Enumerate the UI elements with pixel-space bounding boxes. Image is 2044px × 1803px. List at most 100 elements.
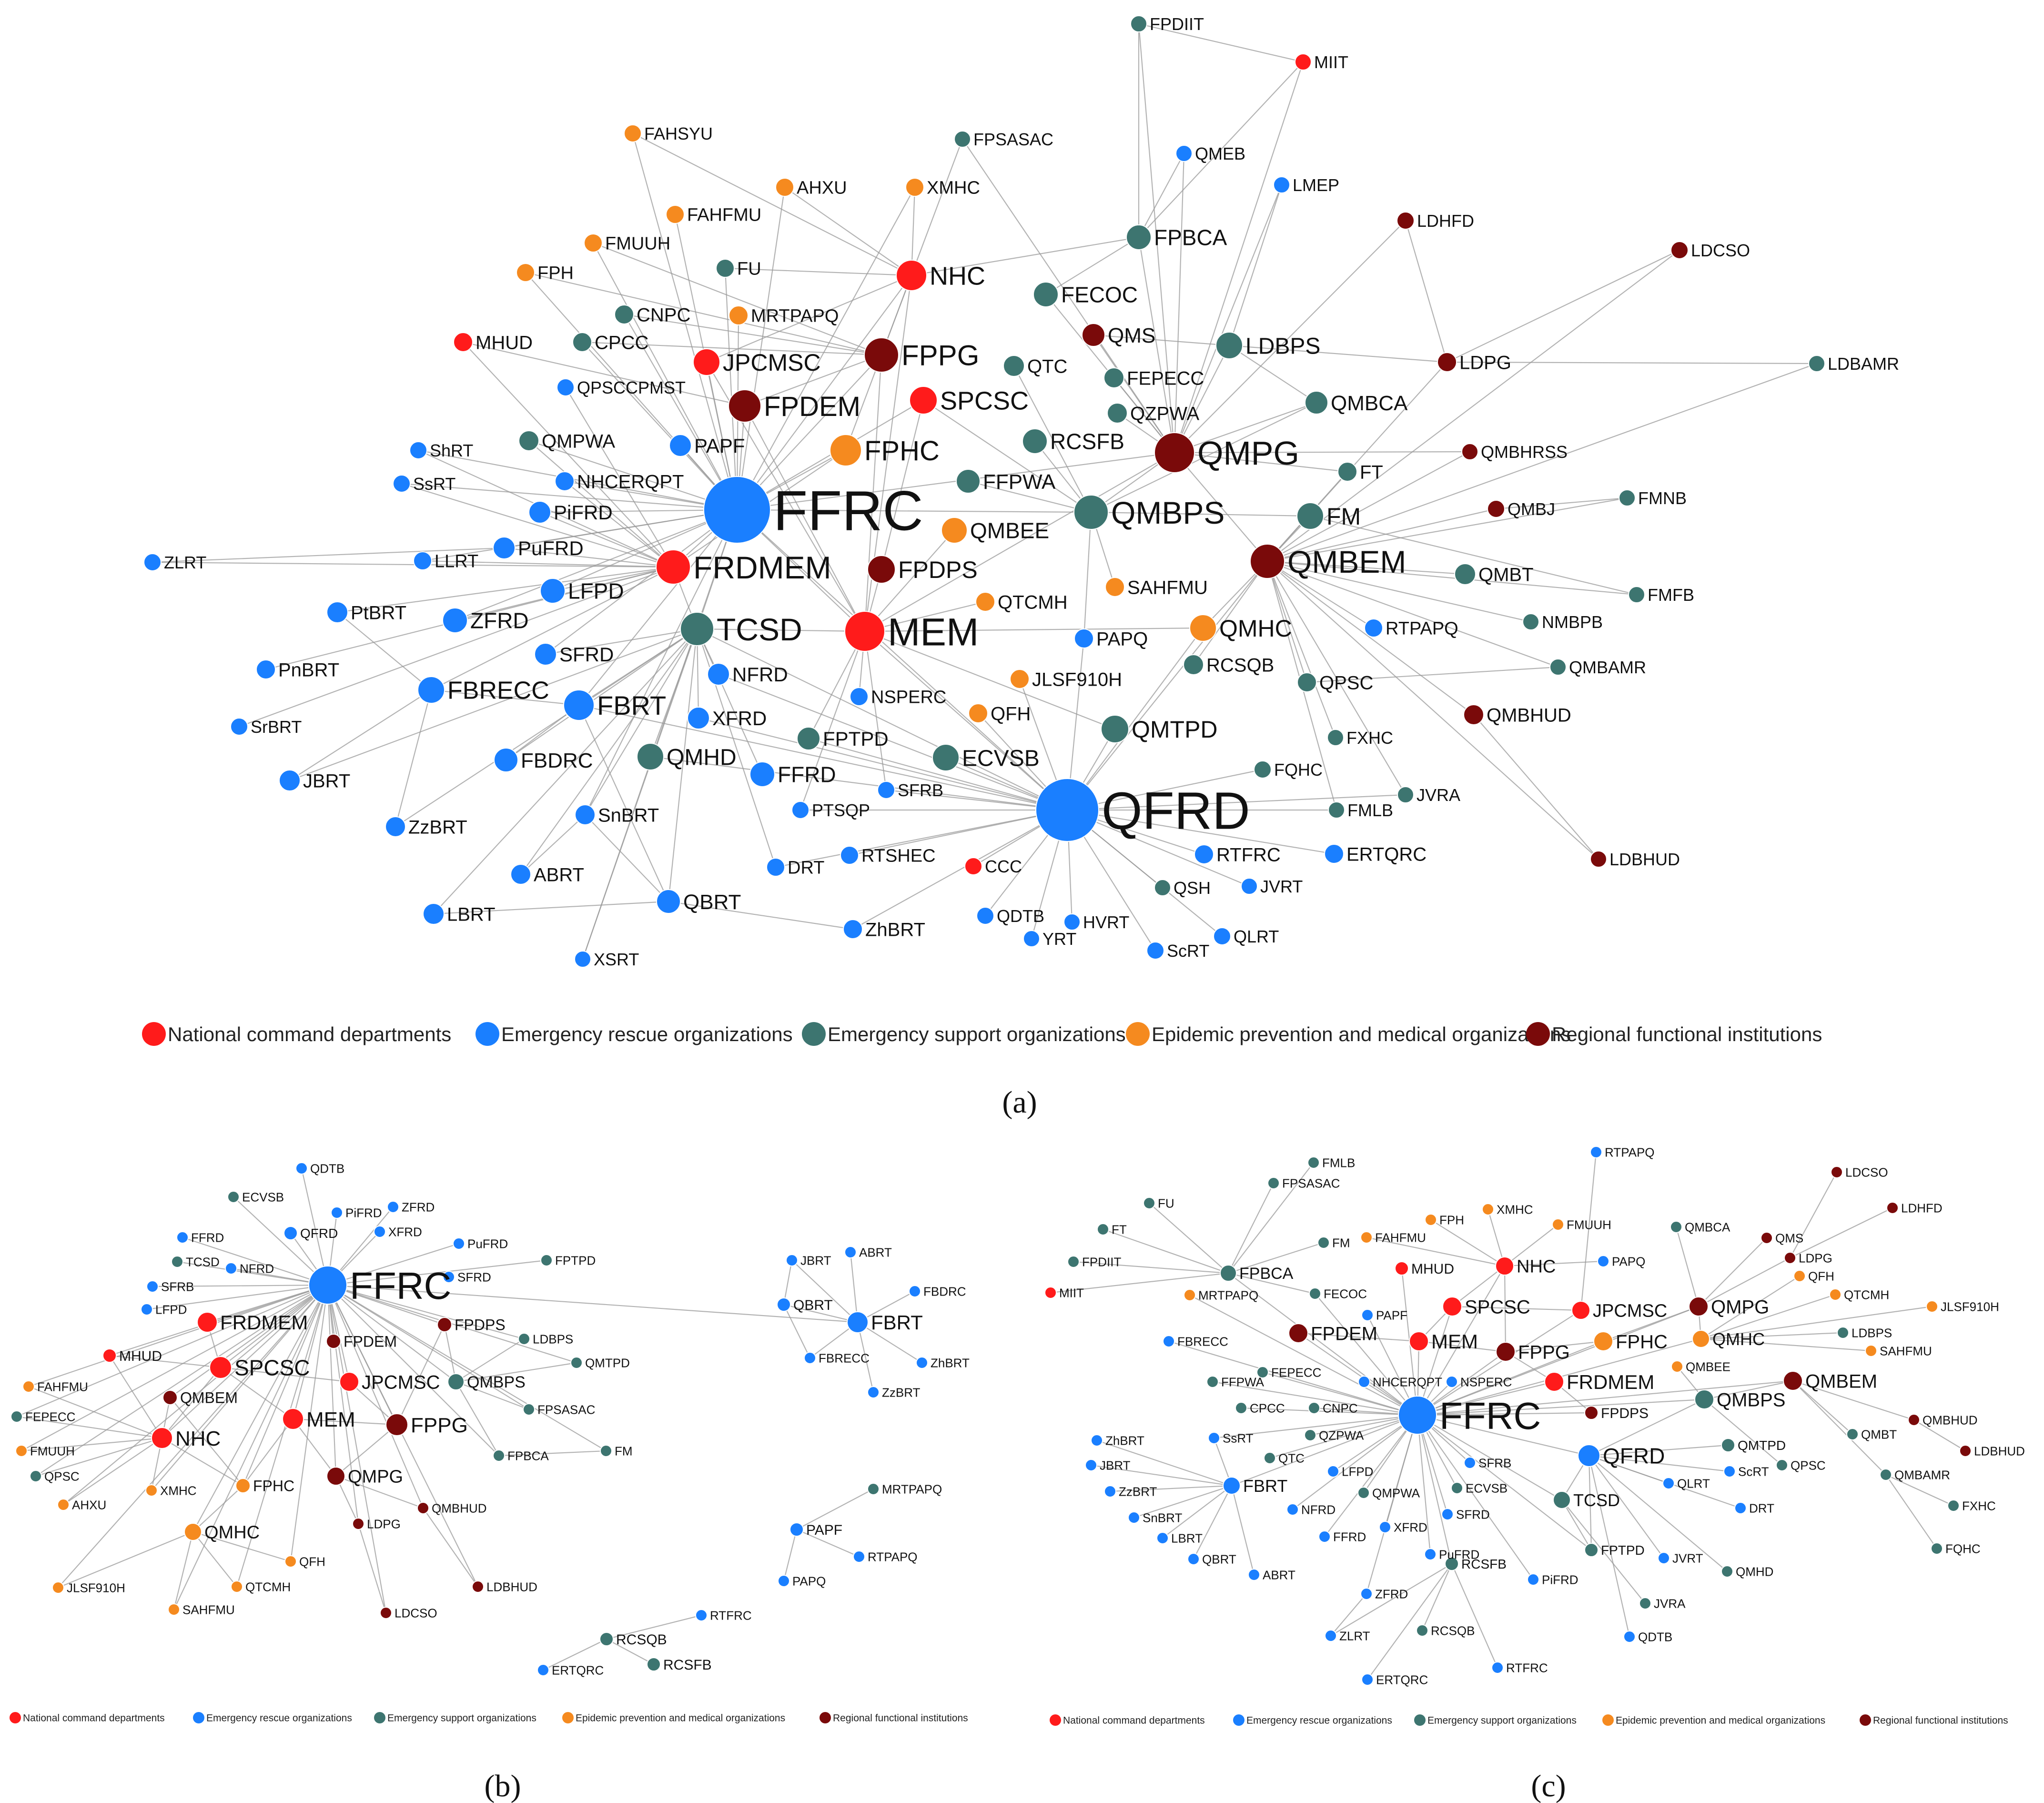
node-label: FFRD: [1333, 1530, 1366, 1544]
edge: [1067, 809, 1250, 887]
node-rcsqb: [1416, 1624, 1428, 1637]
node-jpcmsc: [1571, 1301, 1590, 1320]
edge: [1561, 1499, 1592, 1550]
node-qmbj: [1487, 500, 1505, 518]
node-rtfrc: [1491, 1661, 1504, 1674]
node-label: QMHC: [204, 1523, 260, 1543]
node-label: FXHC: [1962, 1499, 1996, 1513]
node-label: QMS: [1775, 1231, 1803, 1245]
edge: [1504, 1224, 1558, 1266]
edge: [1067, 810, 1223, 937]
edge: [1504, 1260, 1604, 1267]
edge: [1417, 1381, 1555, 1416]
node-label: SnBRT: [598, 805, 659, 826]
edge: [1330, 1563, 1452, 1636]
labels-panel-b: FFRC FBRT FRDMEM SPCSC MEM NHC JPCMSC FPPG QMPG Q…: [25, 1161, 970, 1677]
edge: [696, 628, 763, 775]
node-label: SAHFMU: [1880, 1344, 1932, 1358]
node-label: QMBEM: [1287, 544, 1406, 579]
edge: [520, 628, 698, 875]
node-label: FPDIIT: [1150, 14, 1204, 34]
edge: [239, 566, 674, 728]
node-label: FECOC: [1061, 283, 1138, 307]
edge: [650, 756, 1068, 811]
node-ertqrc: [1324, 844, 1344, 864]
node-label: JVRA: [1654, 1596, 1686, 1611]
edge: [698, 717, 1068, 811]
node-label: RTPAPQ: [1605, 1145, 1655, 1159]
node-label: SsRT: [413, 474, 455, 494]
legends-layer: National command departments Emergency re…: [10, 1022, 2008, 1726]
edge: [737, 509, 1068, 810]
node-label: TCSD: [186, 1255, 220, 1269]
edge: [1267, 561, 1374, 628]
node-label: PAPF: [1376, 1308, 1407, 1322]
node-xmhc: [1482, 1203, 1494, 1216]
node-label: NFRD: [732, 663, 788, 686]
edge: [1267, 560, 1637, 596]
legend-swatch: [142, 1022, 166, 1046]
node-label: QMTPD: [1132, 716, 1218, 743]
edge: [1267, 560, 1558, 668]
edge: [327, 1285, 529, 1410]
node-nmbpb: [1522, 613, 1539, 630]
node-qpsc: [30, 1470, 42, 1482]
node-label: HVRT: [1083, 912, 1129, 932]
node-label: LDBAMR: [1828, 354, 1899, 374]
edge: [16, 1284, 328, 1418]
node-qmhc: [1692, 1330, 1710, 1348]
node-label: PuFRD: [518, 537, 584, 559]
node-qzpwa: [1304, 1429, 1316, 1441]
node-label: ScRT: [1738, 1464, 1769, 1479]
edge: [1067, 561, 1268, 810]
edge: [668, 901, 853, 930]
node-fmuuh: [1552, 1218, 1564, 1231]
node-sahfmu: [1865, 1345, 1877, 1357]
edge: [724, 268, 738, 510]
edge: [1417, 1340, 1604, 1416]
node-ptsqp: [791, 801, 810, 819]
node-nsperc: [1446, 1376, 1458, 1388]
node-label: MRTPAPQ: [1198, 1288, 1258, 1302]
node-ldpg: [352, 1518, 364, 1530]
node-qfrd: [1035, 778, 1099, 842]
node-label: RTFRC: [1506, 1661, 1548, 1675]
node-fqhc: [1254, 760, 1272, 779]
edge: [35, 1285, 328, 1477]
node-pufrd: [453, 1237, 465, 1250]
node-label: JVRT: [1672, 1551, 1703, 1565]
node-fmlb: [1307, 1156, 1320, 1169]
node-qmpg: [326, 1467, 345, 1486]
edge: [706, 274, 912, 363]
edge: [864, 530, 955, 632]
panel-label-a: (a): [1002, 1085, 1037, 1120]
node-fph: [1425, 1214, 1437, 1226]
edge: [736, 187, 786, 510]
edge: [395, 628, 698, 827]
edge: [1417, 1398, 1705, 1416]
edge: [1174, 61, 1304, 453]
edge: [162, 1438, 243, 1486]
edge: [1675, 1226, 1700, 1307]
edge: [585, 509, 738, 815]
node-label: QTCMH: [1844, 1287, 1889, 1302]
node-qmbem: [1783, 1371, 1803, 1391]
node-label: PiFRD: [554, 501, 613, 524]
node-label: FBDRC: [923, 1284, 966, 1298]
legend-label: Regional functional institutions: [1873, 1715, 2008, 1726]
node-fpdps: [437, 1317, 452, 1332]
edge: [327, 1285, 424, 1509]
node-fpdem: [728, 389, 761, 423]
node-label: QZPWA: [1319, 1428, 1364, 1442]
edge: [1174, 452, 1268, 562]
edge: [850, 1252, 859, 1323]
node-label: FU: [737, 259, 761, 279]
node-pufrd: [1424, 1548, 1437, 1560]
edge: [1013, 365, 1092, 513]
node-ffpwa: [1206, 1376, 1219, 1388]
node-label: XFRD: [388, 1225, 422, 1239]
node-qzpwa: [1107, 403, 1128, 424]
node-label: ScRT: [1167, 941, 1209, 961]
edge: [744, 405, 865, 632]
edge: [857, 1322, 922, 1363]
